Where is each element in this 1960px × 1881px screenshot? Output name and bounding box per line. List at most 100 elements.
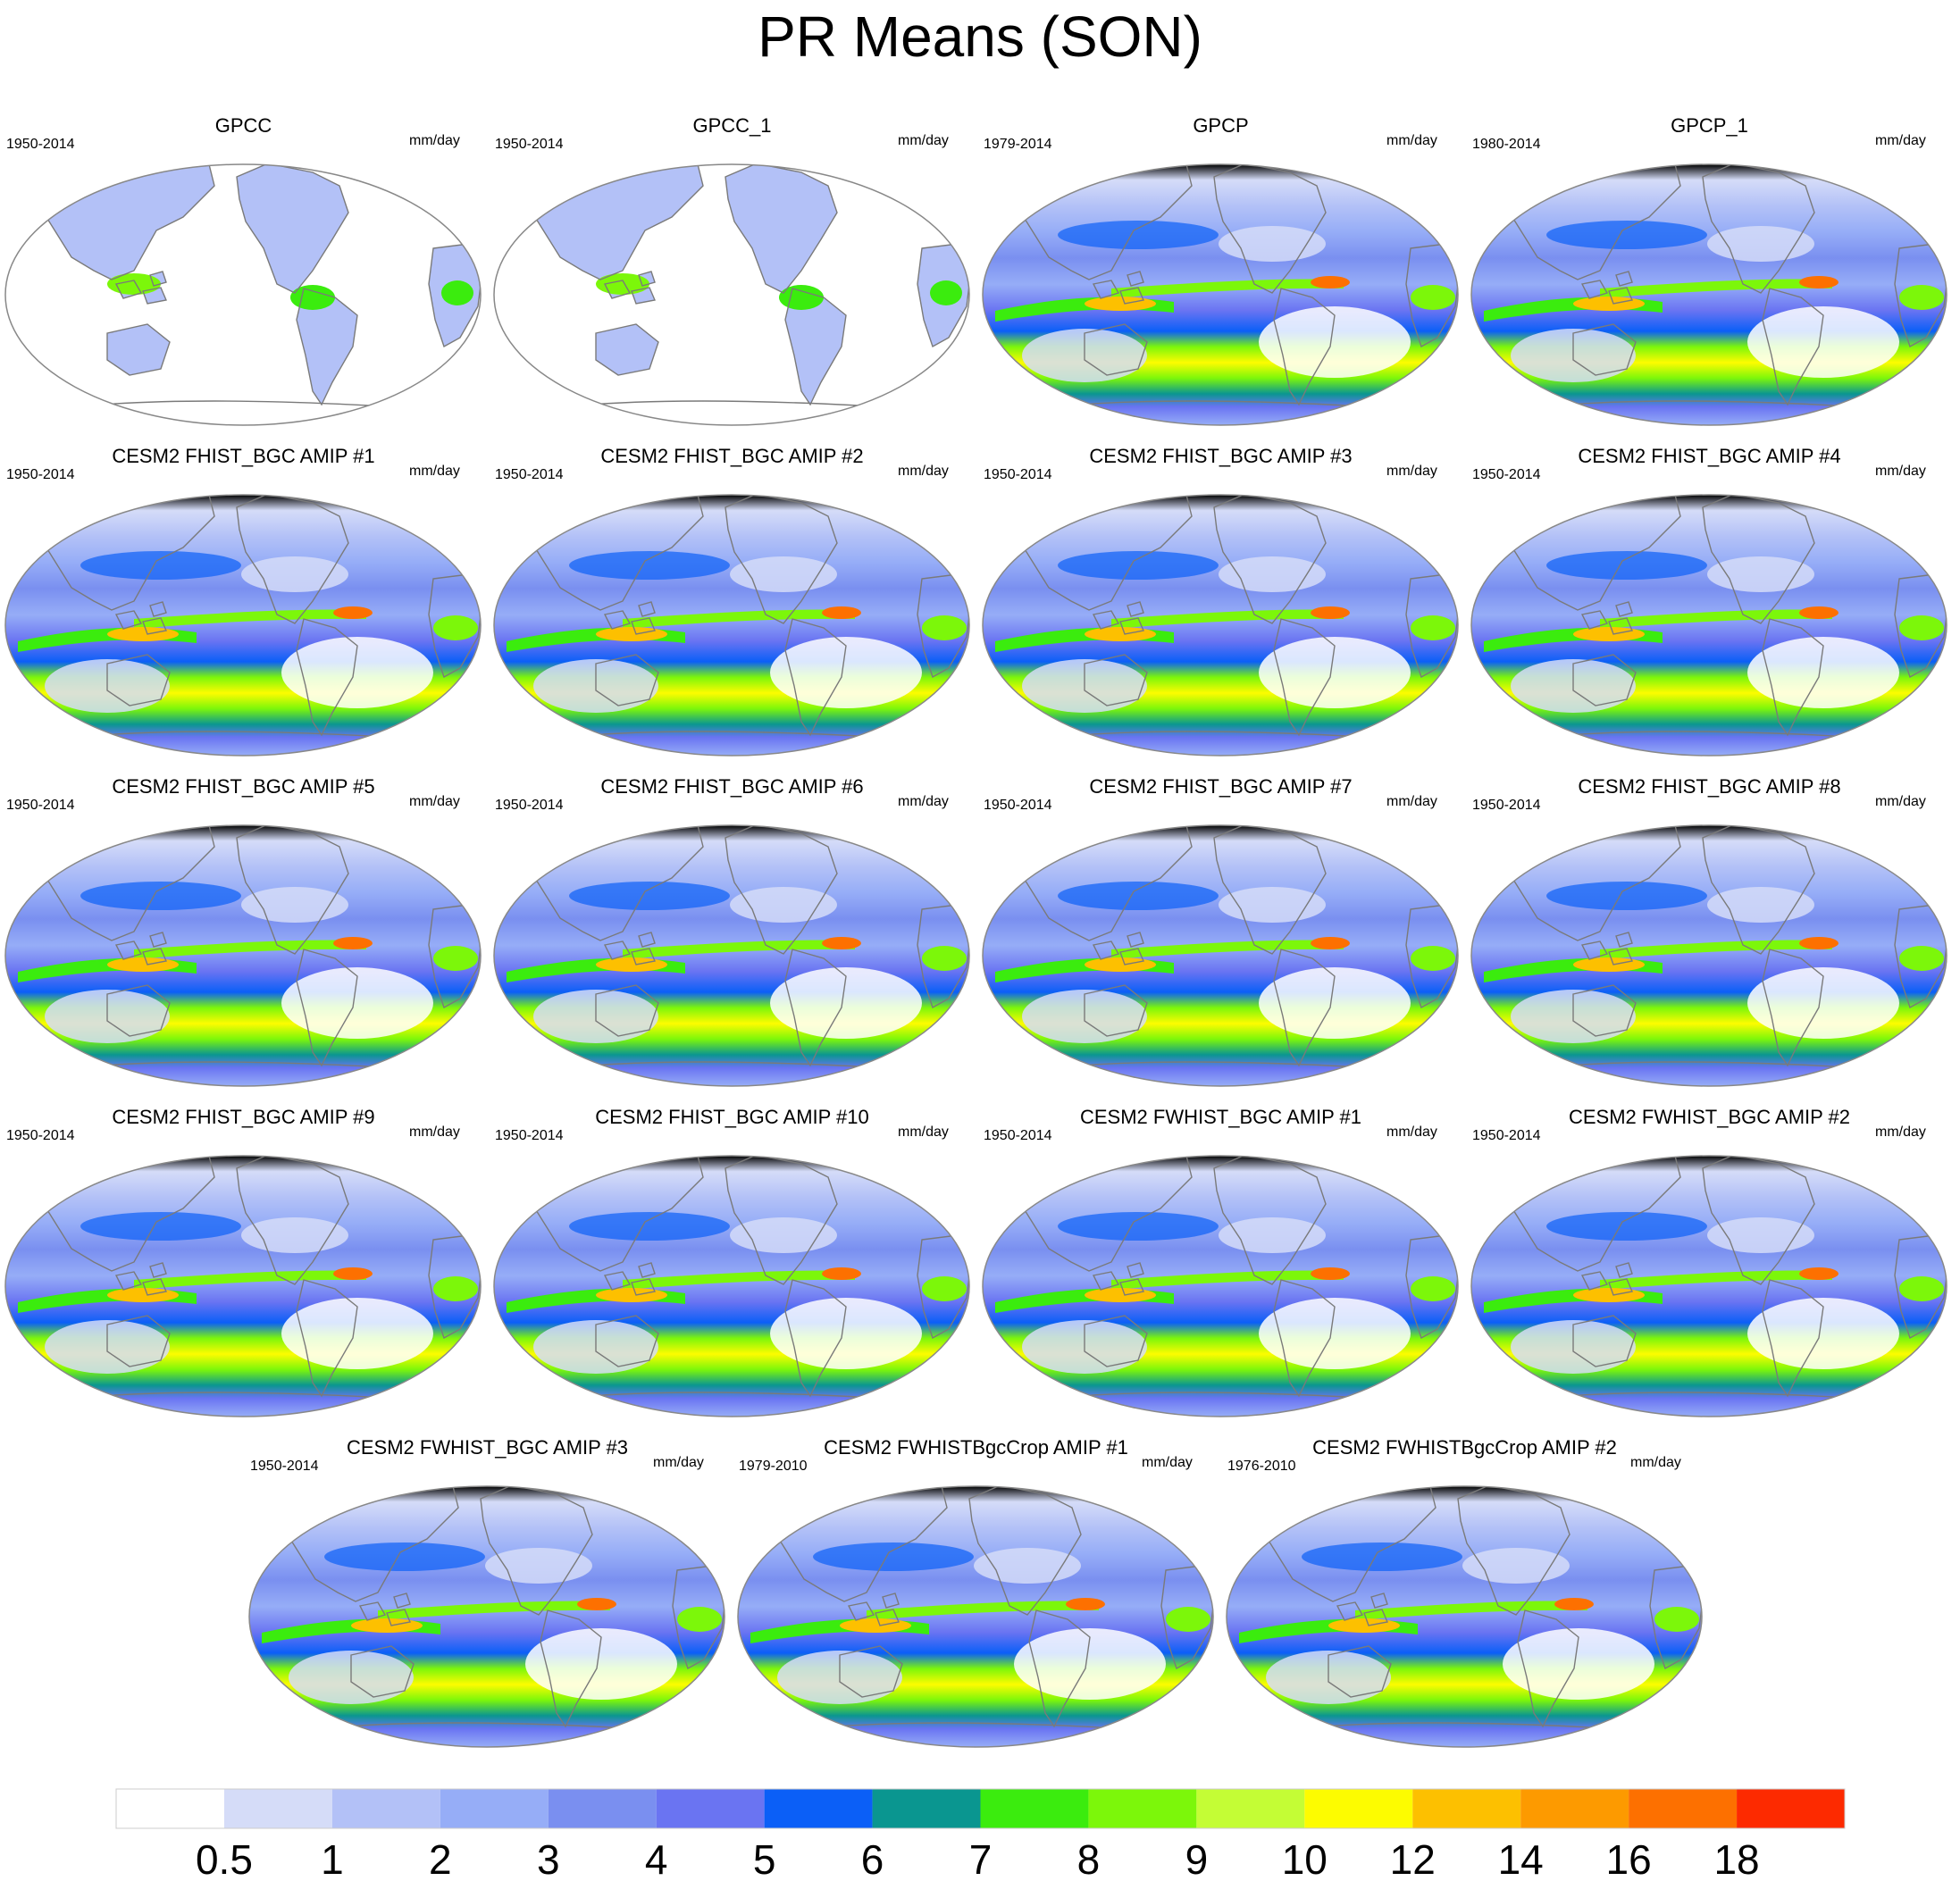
coastline-indo: [1580, 932, 1633, 966]
dry-zone-north-pacific: [1219, 226, 1326, 262]
coastline-australia: [1084, 984, 1148, 1037]
panel-units: mm/day: [409, 133, 460, 148]
map-border: [4, 1155, 482, 1417]
precip-field: [5, 1156, 481, 1417]
map-plot: [4, 494, 482, 757]
storm-track-north-pacific: [1058, 221, 1219, 249]
coastline-indo: [114, 932, 167, 966]
dry-zone-north-pacific: [1707, 556, 1814, 592]
map-panel: CESM2 FHIST_BGC AMIP #5 1950-2014 mm/day: [0, 775, 487, 1097]
colorbar-label: 2: [429, 1836, 452, 1881]
coastline-australia: [106, 1315, 171, 1367]
colorbar-label: 16: [1606, 1836, 1652, 1881]
map-border: [493, 1155, 970, 1417]
coastline-asia: [1008, 825, 1193, 941]
rain-africa: [677, 1607, 722, 1632]
panel-title: GPCP_1: [1671, 114, 1748, 137]
storm-track-north-pacific: [1546, 221, 1707, 249]
coastline-americaS: [1273, 288, 1336, 406]
dry-zone-north-pacific: [485, 1548, 592, 1584]
precip-field: [983, 164, 1458, 425]
coastline-indo: [1336, 1593, 1388, 1626]
coastline-americaN: [236, 495, 349, 624]
land-wet-amazon: [779, 285, 824, 310]
dry-zone-south-pacific: [281, 1298, 433, 1369]
rain-maximum-east-pacific: [333, 937, 373, 949]
coastlines: [274, 1486, 725, 1728]
rain-maximum: [1085, 297, 1156, 311]
storm-track-north-pacific: [80, 882, 241, 910]
panel-units: mm/day: [1386, 1124, 1437, 1140]
coastline-asia: [30, 1156, 215, 1272]
colorbar-box: [1412, 1789, 1521, 1828]
storm-track-north-pacific: [80, 551, 241, 580]
panel-period: 1950-2014: [6, 467, 75, 482]
map-panel: CESM2 FHIST_BGC AMIP #10 1950-2014 mm/day: [489, 1106, 976, 1427]
map-panel: CESM2 FHIST_BGC AMIP #6 1950-2014 mm/day: [489, 775, 976, 1097]
dry-zone-north-pacific: [241, 1217, 348, 1253]
colorbar-label: 18: [1713, 1836, 1759, 1881]
itcz-band: [1600, 609, 1832, 629]
coastline-australia: [106, 323, 171, 376]
land-precip-americaS: [785, 288, 846, 405]
coastline-australia: [595, 984, 659, 1037]
coastline-asia: [1496, 164, 1681, 280]
panel-units: mm/day: [1630, 1455, 1681, 1470]
dry-zone-south-pacific: [1259, 1298, 1411, 1369]
land-wet-congo: [441, 280, 473, 305]
coastline-americaN: [725, 164, 838, 294]
coastline-asia: [274, 1486, 459, 1602]
coastline-asia: [519, 825, 704, 941]
coastline-asia: [1252, 1486, 1436, 1602]
coastlines: [1008, 1156, 1458, 1398]
panel-units: mm/day: [409, 794, 460, 809]
panel-units: mm/day: [1875, 1124, 1926, 1140]
coastline-australia: [1572, 1315, 1637, 1367]
panel-title: CESM2 FHIST_BGC AMIP #5: [112, 775, 375, 798]
map-plot: [493, 494, 970, 757]
storm-track-north-pacific: [569, 551, 730, 580]
coastline-indo: [1580, 1262, 1633, 1296]
rain-africa: [1411, 615, 1455, 640]
coastline-australia: [1084, 323, 1148, 376]
map-panel: CESM2 FWHIST_BGC AMIP #2 1950-2014 mm/day: [1466, 1106, 1953, 1427]
panel-units: mm/day: [653, 1455, 704, 1470]
panel-title: CESM2 FHIST_BGC AMIP #1: [112, 445, 375, 467]
page-title: PR Means (SON): [758, 4, 1202, 69]
panel-units: mm/day: [898, 133, 949, 148]
colorbar-box: [656, 1789, 765, 1828]
rain-maximum: [1573, 297, 1645, 311]
coastline-americaS: [296, 949, 358, 1067]
rain-maximum: [596, 957, 667, 972]
map-plot: [1470, 824, 1947, 1087]
colorbar-label: 0.5: [196, 1836, 253, 1881]
dry-zone-south-pacific: [1747, 967, 1899, 1039]
map-plot: [1226, 1485, 1703, 1748]
panel-units: mm/day: [898, 794, 949, 809]
panel-units: mm/day: [1386, 794, 1437, 809]
land-wet-congo: [930, 280, 962, 305]
itcz-band: [378, 1601, 610, 1620]
rain-africa: [1166, 1607, 1210, 1632]
coastline-indo: [1092, 1262, 1144, 1296]
map-plot: [982, 494, 1459, 757]
coastline-americaS: [296, 1279, 358, 1398]
coastline-asia: [519, 495, 704, 611]
precip-field: [5, 495, 481, 756]
dry-zone-south-pacific: [1747, 306, 1899, 378]
panel-units: mm/day: [1875, 794, 1926, 809]
coastline-australia: [1572, 323, 1637, 376]
rain-maximum-east-pacific: [822, 937, 861, 949]
dry-zone-south-pacific: [1503, 1628, 1654, 1700]
map-border: [248, 1485, 725, 1748]
colorbar-box: [331, 1789, 440, 1828]
dry-zone-north-pacific: [1219, 887, 1326, 923]
rain-africa: [922, 615, 967, 640]
coastline-indo: [114, 271, 167, 305]
dry-zone-south-pacific: [1259, 967, 1411, 1039]
map-panel: CESM2 FHIST_BGC AMIP #1 1950-2014 mm/day: [0, 445, 487, 766]
coastline-americaS: [784, 288, 847, 406]
colorbar-label: 7: [969, 1836, 993, 1881]
map-border: [4, 494, 482, 757]
coastline-asia: [30, 164, 215, 280]
